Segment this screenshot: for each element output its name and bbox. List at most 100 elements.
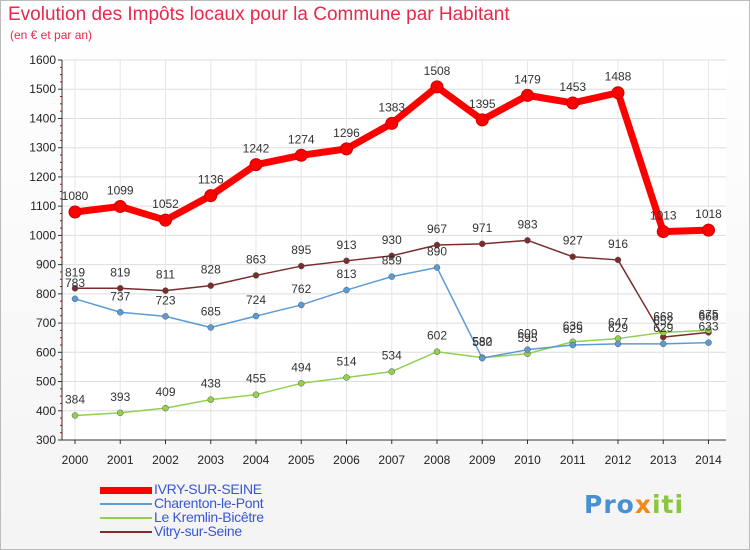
data-label: 582: [472, 335, 492, 349]
data-point: [524, 346, 531, 353]
data-label: 916: [608, 237, 628, 251]
data-point: [343, 286, 350, 294]
data-label: 384: [65, 392, 85, 406]
data-point: [249, 158, 263, 172]
logo-part: Pro: [584, 490, 635, 519]
data-label: 1508: [424, 64, 451, 78]
data-label: 723: [155, 293, 175, 307]
data-label: 652: [653, 314, 673, 328]
y-tick-label: 800: [36, 287, 56, 301]
data-label: 609: [517, 327, 537, 341]
data-point: [385, 116, 399, 130]
data-point: [479, 354, 486, 362]
data-label: 1242: [243, 142, 270, 156]
data-point: [252, 391, 260, 398]
data-label: 895: [291, 243, 311, 257]
y-tick-label: 600: [36, 345, 56, 359]
data-point: [705, 339, 712, 346]
axes: 300 400 500 600 700 800 900 1000 1100 1200 1300 140…: [29, 53, 726, 467]
legend-label: Charenton-le-Pont: [154, 495, 264, 511]
x-tick-label: 2004: [243, 453, 270, 467]
data-label: 819: [110, 265, 130, 279]
data-label: 783: [65, 276, 85, 290]
data-label: 668: [653, 309, 673, 323]
data-label: 1274: [288, 132, 315, 146]
data-label: 675: [698, 307, 718, 321]
data-point: [159, 213, 172, 227]
series-points: [68, 80, 715, 419]
data-label: 685: [201, 304, 221, 318]
x-tick-label: 2010: [514, 453, 541, 467]
x-tick-label: 2013: [650, 453, 677, 467]
data-point: [430, 80, 444, 94]
data-label: 1013: [650, 209, 677, 223]
data-label: 647: [608, 316, 628, 330]
data-label: 859: [382, 254, 402, 268]
data-label: 737: [110, 289, 130, 303]
data-point: [162, 313, 169, 320]
data-point: [71, 412, 79, 419]
data-point: [207, 324, 214, 331]
data-point: [524, 237, 531, 244]
data-label: 595: [517, 331, 537, 345]
y-tick-label: 900: [36, 258, 56, 272]
data-point: [294, 148, 308, 162]
y-tick-label: 700: [36, 316, 56, 330]
data-label: 819: [65, 265, 85, 279]
x-tick-label: 2008: [424, 453, 451, 467]
data-point: [162, 287, 169, 294]
data-label: 438: [201, 377, 221, 391]
data-point: [656, 225, 670, 239]
data-label: 625: [563, 322, 583, 336]
data-label: 409: [155, 385, 175, 399]
legend-swatch: [100, 487, 152, 494]
y-tick-label: 400: [36, 404, 56, 418]
data-label: 534: [382, 349, 402, 363]
x-tick-label: 2009: [469, 453, 496, 467]
legend-label: Vitry-sur-Seine: [154, 523, 242, 539]
legend-label: IVRY-SUR-SEINE: [154, 481, 262, 497]
y-tick-label: 1400: [29, 111, 56, 125]
logo-part: iti: [651, 490, 685, 519]
data-point: [117, 409, 124, 417]
data-point: [569, 341, 576, 349]
data-point: [207, 282, 214, 289]
data-label: 1080: [62, 189, 89, 203]
data-label: 514: [336, 354, 356, 368]
x-tick-label: 2011: [560, 453, 586, 467]
data-point: [660, 340, 667, 348]
x-tick-label: 2012: [605, 453, 632, 467]
data-point: [343, 257, 350, 265]
proxiti-logo: Proxiti: [584, 490, 684, 519]
data-point: [388, 252, 395, 260]
data-point: [614, 256, 622, 264]
data-point: [433, 348, 441, 355]
data-point: [569, 253, 576, 260]
data-label: 724: [246, 293, 266, 307]
data-label: 1488: [605, 70, 632, 84]
data-label: 927: [563, 234, 583, 248]
data-point: [162, 404, 169, 412]
data-label: 813: [336, 267, 356, 281]
legend-label: Le Kremlin-Bicêtre: [154, 509, 264, 525]
data-label: 580: [472, 335, 492, 349]
data-label: 828: [201, 263, 221, 277]
data-label: 629: [653, 321, 673, 335]
data-label: 668: [698, 309, 718, 323]
data-point: [479, 240, 486, 248]
data-label: 1052: [152, 197, 179, 211]
y-tick-label: 1100: [30, 199, 56, 213]
data-label: 890: [427, 245, 447, 259]
legend-swatch: [100, 503, 152, 505]
series-labels: 1080 1099 1052 1136 1242 1274 1296 1383 1508 1395…: [62, 64, 723, 407]
legend-swatch: [100, 531, 152, 533]
data-label: 1136: [198, 173, 224, 187]
data-point: [298, 380, 305, 387]
data-label: 1453: [559, 80, 586, 94]
data-point: [252, 272, 260, 279]
data-label: 762: [291, 282, 311, 296]
chart-subtitle: (en € et par an): [10, 28, 93, 42]
data-label: 1383: [378, 100, 405, 114]
data-label: 1479: [514, 72, 541, 86]
